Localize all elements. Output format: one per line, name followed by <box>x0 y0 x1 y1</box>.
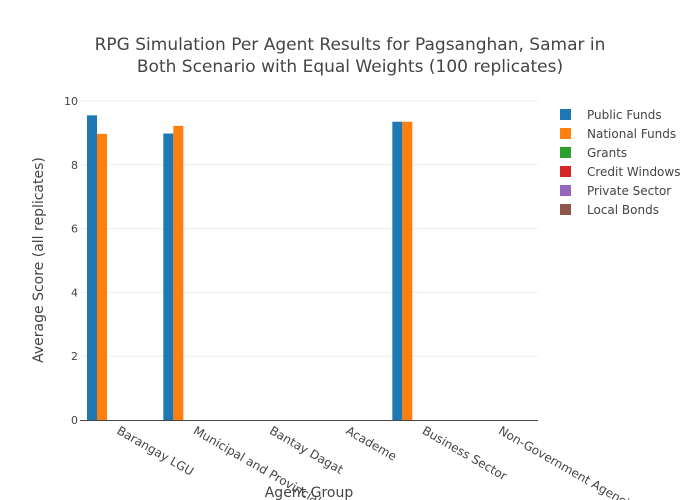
bar-national-funds <box>402 121 413 421</box>
bar-national-funds <box>97 133 107 420</box>
legend-label: Local Bonds <box>587 202 659 217</box>
legend-swatch <box>560 185 571 196</box>
y-tick-label: 10 <box>64 95 78 108</box>
legend-label: Private Sector <box>587 183 672 198</box>
x-tick-label: Non-Government Agencies <box>496 423 643 500</box>
x-tick-label: Barangay LGU <box>115 423 197 478</box>
y-axis-title: Average Score (all replicates) <box>31 157 47 363</box>
legend-item[interactable]: Public Funds <box>560 105 680 124</box>
legend-item[interactable]: Local Bonds <box>560 200 680 219</box>
x-tick-label: Bantay Dagat <box>267 423 346 476</box>
legend-swatch <box>560 204 571 215</box>
legend-item[interactable]: Credit Windows <box>560 162 680 181</box>
legend-item[interactable]: National Funds <box>560 124 680 143</box>
y-tick-label: 4 <box>71 286 78 299</box>
bar-public-funds <box>87 115 97 420</box>
legend-swatch <box>560 128 571 139</box>
legend-label: Public Funds <box>587 107 662 122</box>
legend-swatch <box>560 166 571 177</box>
legend-label: National Funds <box>587 126 677 141</box>
legend-item[interactable]: Grants <box>560 143 680 162</box>
x-axis-title: Agent Group <box>265 485 354 500</box>
legend-swatch <box>560 147 571 158</box>
y-tick-label: 6 <box>71 223 78 236</box>
chart-title: RPG Simulation Per Agent Results for Pag… <box>50 34 650 78</box>
x-tick-label: Business Sector <box>420 423 510 483</box>
y-tick-label: 2 <box>71 350 78 363</box>
bar-public-funds <box>163 133 174 420</box>
legend-label: Grants <box>587 145 628 160</box>
x-tick-label: Academe <box>344 423 400 463</box>
legend-item[interactable]: Private Sector <box>560 181 680 200</box>
legend-label: Credit Windows <box>587 164 681 179</box>
y-tick-label: 0 <box>71 414 78 427</box>
chart-legend: Public Funds National Funds Grants Credit W… <box>560 105 680 219</box>
bar-public-funds <box>392 121 403 421</box>
legend-swatch <box>560 109 571 120</box>
chart-title-line-2: Both Scenario with Equal Weights (100 re… <box>136 57 564 77</box>
chart-title-line-1: RPG Simulation Per Agent Results for Pag… <box>94 35 606 55</box>
y-tick-label: 8 <box>71 159 78 172</box>
bar-national-funds <box>173 125 184 420</box>
